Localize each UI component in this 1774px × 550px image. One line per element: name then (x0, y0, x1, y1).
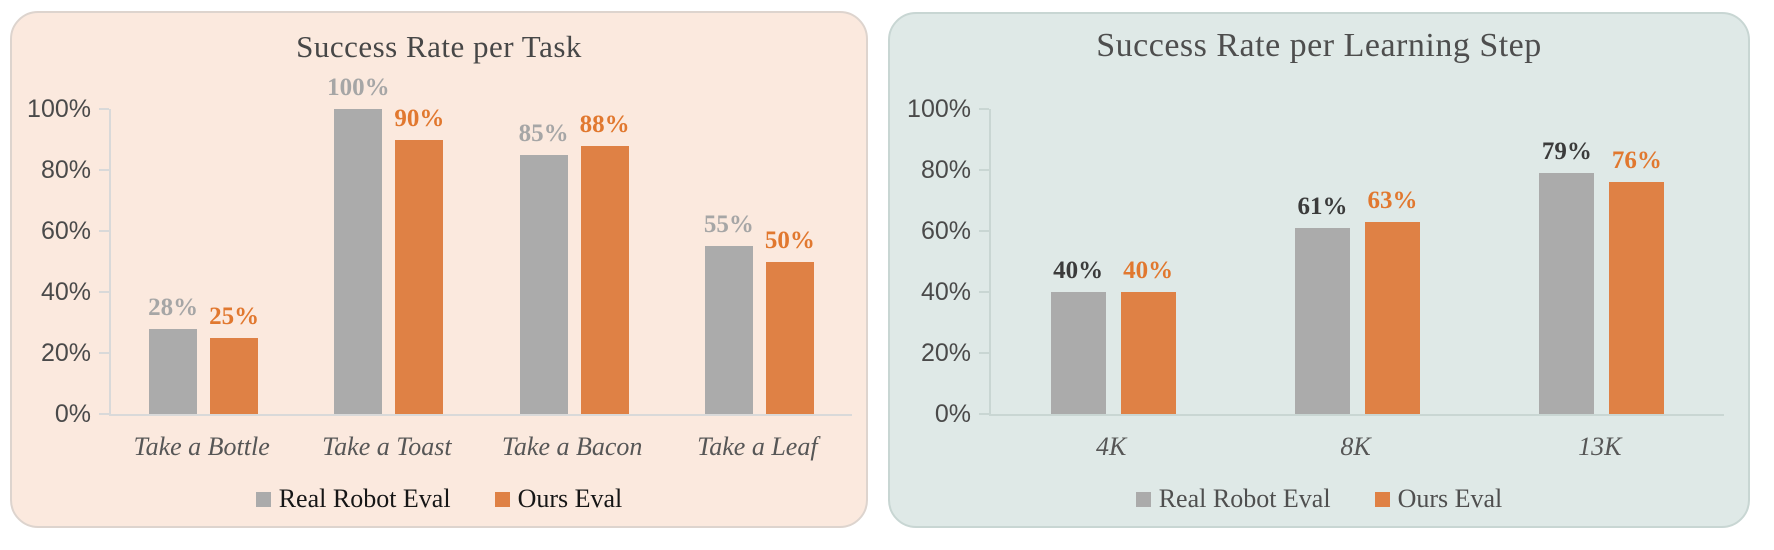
bar-ours-eval (1120, 292, 1176, 414)
bar-real-robot-eval (149, 328, 198, 414)
legend-series-name: Ours Eval (517, 484, 623, 513)
y-axis-tick-label: 20% (40, 339, 91, 367)
bar-value-label: 76% (1611, 147, 1662, 175)
y-axis-tick-mark (99, 230, 109, 232)
chart-title: Success Rate per Task (296, 29, 582, 64)
chart-legend: Real Robot Eval Ours Eval (890, 485, 1748, 513)
legend-swatch (1374, 491, 1390, 507)
bar-real-robot-eval (1539, 173, 1595, 414)
y-axis-tick-label: 40% (40, 278, 91, 306)
bar-real-robot-eval (334, 109, 383, 414)
bar-value-label: 88% (579, 110, 630, 138)
bar-value-label: 100% (327, 74, 390, 101)
bar-value-label: 40% (1123, 257, 1174, 284)
bar-value-label: 28% (148, 293, 199, 321)
category-label: 13K (1578, 432, 1622, 461)
legend-swatch (255, 491, 271, 507)
y-axis-tick-label: 100% (907, 95, 971, 123)
bar-value-label: 40% (1053, 257, 1104, 284)
bar-ours-eval (580, 145, 629, 414)
learning-step-chart-panel: Success Rate per Learning Step 40% 40% 61%… (888, 12, 1750, 528)
category-label: Take a Bacon (501, 432, 643, 461)
y-axis-tick-mark (99, 108, 109, 110)
bar-value-label: 25% (209, 302, 260, 330)
task-chart-panel: Success Rate per Task 28% 25% 100% 90% 85% 88… (10, 11, 868, 528)
legend-swatch (494, 491, 510, 507)
y-axis-tick-label: 60% (40, 217, 91, 245)
y-axis-tick-label: 20% (920, 339, 971, 367)
bar-value-label: 90% (394, 104, 445, 132)
y-axis-tick-mark (979, 413, 989, 415)
legend-swatch (1135, 491, 1151, 507)
bar-ours-eval (1365, 221, 1420, 414)
y-axis-tick-mark (99, 352, 109, 354)
category-label: 4K (1095, 432, 1127, 461)
y-axis-tick-mark (979, 169, 989, 171)
y-axis-tick-mark (979, 291, 989, 293)
bar-value-label: 50% (764, 226, 815, 254)
bar-value-label: 63% (1367, 186, 1418, 214)
bar-real-robot-eval (1050, 292, 1106, 414)
category-label: Take a Toast (322, 432, 452, 461)
legend-series-name: Real Robot Eval (278, 484, 451, 513)
legend-item: Ours Eval (1374, 484, 1503, 513)
bar-real-robot-eval (1295, 227, 1350, 414)
bar-real-robot-eval (704, 246, 753, 414)
category-label: Take a Bottle (133, 432, 270, 461)
y-axis-tick-mark (99, 169, 109, 171)
y-axis-tick-label: 100% (27, 95, 91, 123)
y-axis-tick-label: 0% (54, 400, 91, 428)
y-axis-tick-label: 80% (920, 156, 971, 184)
bar-real-robot-eval (519, 154, 568, 414)
y-axis-tick-mark (979, 352, 989, 354)
legend-series-name: Ours Eval (1397, 484, 1503, 513)
chart-legend: Real Robot Eval Ours Eval (12, 485, 866, 513)
plot-area: 28% 25% 100% 90% 85% 88% 55% 50% (109, 74, 852, 416)
y-axis-tick-label: 40% (920, 278, 971, 306)
chart-title: Success Rate per Learning Step (1096, 27, 1542, 64)
bar-value-label: 61% (1297, 192, 1348, 220)
bar-value-label: 55% (703, 211, 754, 239)
category-label: 8K (1340, 432, 1371, 461)
y-axis-tick-label: 80% (40, 156, 91, 184)
legend-item: Real Robot Eval (255, 484, 451, 513)
bar-ours-eval (1609, 182, 1665, 414)
y-axis-tick-mark (979, 230, 989, 232)
y-axis-tick-label: 60% (920, 217, 971, 245)
y-axis-tick-mark (99, 413, 109, 415)
bar-value-label: 79% (1541, 138, 1592, 166)
legend-series-name: Real Robot Eval (1158, 484, 1331, 513)
bar-ours-eval (395, 139, 444, 414)
bar-ours-eval (765, 261, 814, 414)
legend-item: Ours Eval (494, 484, 623, 513)
bar-value-label: 85% (518, 119, 569, 147)
legend-item: Real Robot Eval (1135, 484, 1331, 513)
y-axis-tick-mark (979, 108, 989, 110)
y-axis-tick-mark (99, 291, 109, 293)
plot-area: 40% 40% 61% 63% 79% 76% (989, 109, 1724, 416)
bar-ours-eval (210, 337, 259, 414)
category-label: Take a Leaf (697, 432, 818, 461)
y-axis-tick-label: 0% (934, 400, 971, 428)
